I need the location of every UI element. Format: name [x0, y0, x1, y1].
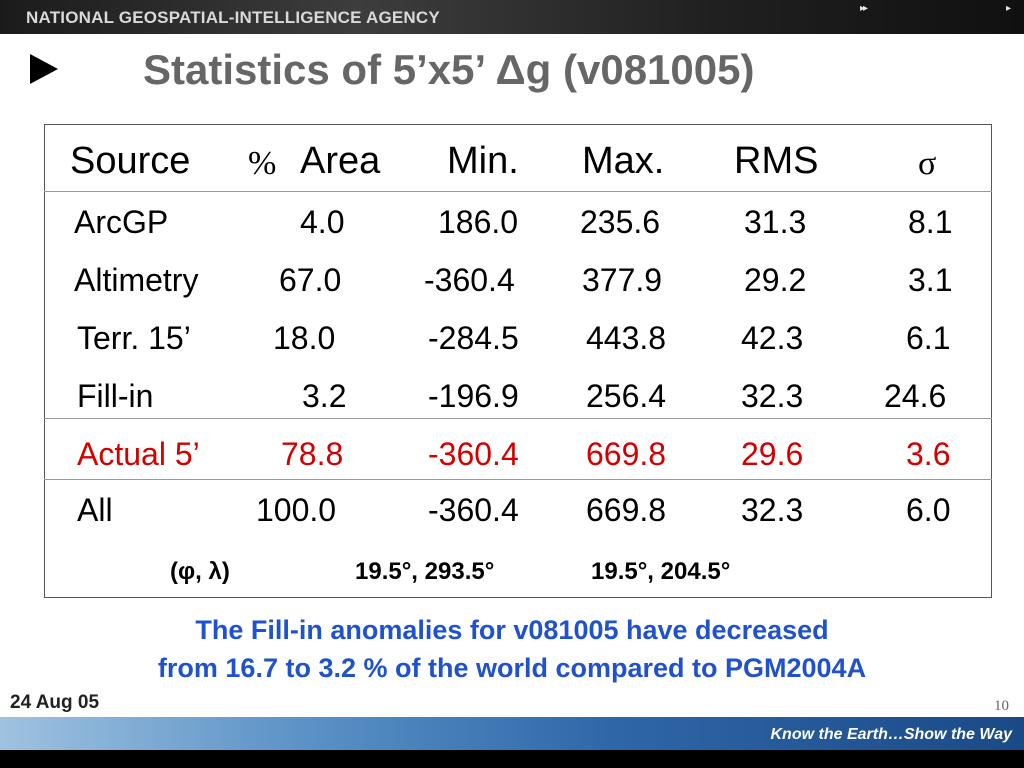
min-location: 19.5°, 293.5° [355, 558, 495, 585]
row-area: 67.0 [279, 262, 342, 298]
coord-label: (φ, λ) [170, 558, 230, 585]
row-max: 443.8 [586, 320, 667, 356]
header-area: Area [300, 140, 381, 182]
row-rms: 32.3 [741, 378, 804, 414]
header-divider [44, 191, 992, 192]
row-rms: 29.6 [741, 436, 804, 472]
row-source: Altimetry [74, 262, 199, 298]
row-divider-top [44, 418, 992, 419]
title-bullet-icon [30, 54, 58, 84]
header-percent: % [248, 145, 277, 182]
row-sigma: 3.1 [908, 262, 953, 298]
row-sigma: 24.6 [884, 378, 947, 414]
row-max: 235.6 [580, 204, 661, 240]
row-rms: 31.3 [744, 204, 807, 240]
agency-name: NATIONAL GEOSPATIAL-INTELLIGENCE AGENCY [26, 8, 440, 27]
row-source: ArcGP [74, 204, 169, 240]
header-rms: RMS [734, 140, 819, 182]
header-source: Source [70, 140, 191, 182]
row-source: Actual 5’ [77, 436, 200, 472]
note-line-2: from 16.7 to 3.2 % of the world compared… [157, 653, 867, 683]
row-min: -360.4 [428, 492, 519, 528]
row-area: 4.0 [300, 204, 345, 240]
statistics-table [44, 124, 992, 598]
row-max: 669.8 [586, 492, 667, 528]
row-source: Terr. 15’ [77, 320, 191, 356]
nav-next-icon[interactable]: ▸ [1006, 3, 1011, 14]
row-area: 78.8 [281, 436, 344, 472]
header-max: Max. [582, 140, 665, 182]
bottom-banner: Know the Earth…Show the Way [0, 717, 1024, 750]
slide-date: 24 Aug 05 [10, 692, 100, 713]
row-min: -284.5 [428, 320, 519, 356]
row-max: 377.9 [582, 262, 663, 298]
nav-forward-icon[interactable]: ▸▸ [860, 3, 868, 14]
page-number: 10 [994, 698, 1009, 714]
header-min: Min. [447, 140, 519, 182]
row-min: -360.4 [424, 262, 515, 298]
row-area: 3.2 [302, 378, 347, 414]
row-divider-bottom [44, 479, 992, 480]
row-source: All [77, 492, 113, 528]
row-sigma: 6.1 [906, 320, 951, 356]
row-area: 18.0 [273, 320, 336, 356]
note-line-1: The Fill-in anomalies for v081005 have d… [195, 615, 829, 645]
row-rms: 32.3 [741, 492, 804, 528]
row-min: 186.0 [438, 204, 519, 240]
row-max: 256.4 [586, 378, 667, 414]
row-max: 669.8 [586, 436, 667, 472]
top-banner: NATIONAL GEOSPATIAL-INTELLIGENCE AGENCY … [0, 0, 1024, 34]
row-min: -196.9 [428, 378, 519, 414]
agency-motto: Know the Earth…Show the Way [770, 726, 1013, 743]
row-min: -360.4 [428, 436, 519, 472]
row-sigma: 8.1 [908, 204, 953, 240]
row-source: Fill-in [77, 378, 154, 414]
max-location: 19.5°, 204.5° [591, 558, 731, 585]
row-rms: 29.2 [744, 262, 807, 298]
bottom-strip [0, 750, 1024, 768]
row-sigma: 6.0 [906, 492, 951, 528]
header-sigma: σ [918, 145, 937, 182]
row-rms: 42.3 [741, 320, 804, 356]
slide-title: Statistics of 5’x5’ Δg (v081005) [143, 46, 755, 93]
row-area: 100.0 [256, 492, 337, 528]
row-sigma: 3.6 [906, 436, 951, 472]
